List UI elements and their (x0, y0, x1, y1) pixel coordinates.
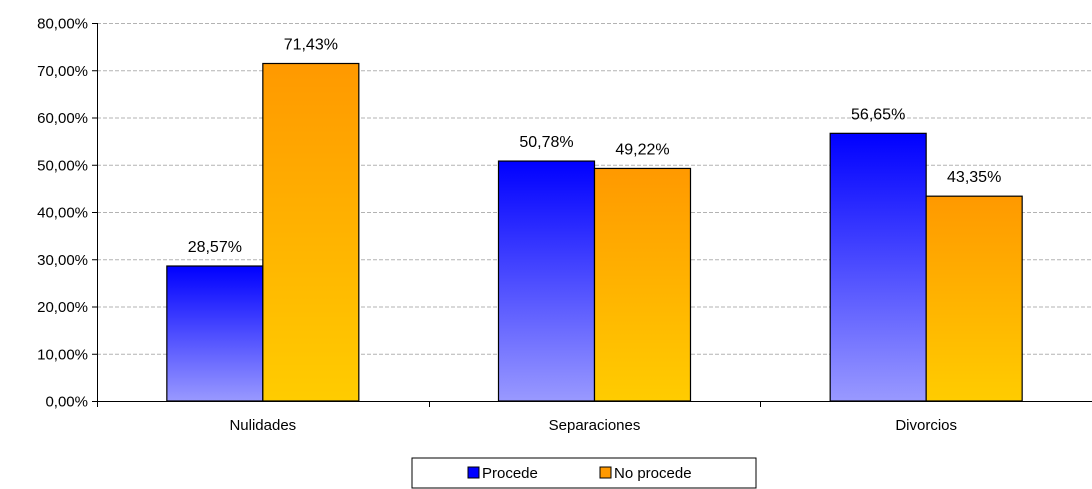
legend-swatch-no-procede (599, 466, 612, 479)
y-tick-label: 50,00% (37, 157, 88, 174)
legend-label-procede: Procede (482, 465, 538, 482)
bar (166, 265, 264, 402)
y-tick-label: 40,00% (37, 205, 88, 222)
legend: Procede No procede (411, 457, 757, 489)
bars (166, 62, 1023, 402)
bar (829, 132, 927, 402)
data-label: 56,65% (851, 106, 905, 123)
legend-box (411, 457, 757, 489)
data-label: 71,43% (284, 36, 338, 53)
x-tick-label: Divorcios (895, 417, 957, 434)
data-label: 43,35% (947, 169, 1001, 186)
y-tick-label: 20,00% (37, 299, 88, 316)
data-label: 28,57% (188, 239, 242, 256)
y-tick-label: 10,00% (37, 346, 88, 363)
y-tick-label: 60,00% (37, 110, 88, 127)
x-tick-label: Nulidades (229, 417, 296, 434)
bar (497, 160, 596, 402)
bar (593, 167, 692, 402)
data-label: 49,22% (615, 141, 669, 158)
y-tick-label: 0,00% (45, 394, 88, 411)
bar (925, 195, 1023, 402)
data-label: 50,78% (519, 134, 573, 151)
legend-swatch-procede (467, 466, 480, 479)
y-tick-label: 80,00% (37, 16, 88, 33)
data-labels: 28,57% 71,43% 50,78% 49,22% 56,65% 43,35% (188, 36, 1002, 256)
bar (262, 62, 360, 402)
legend-label-no-procede: No procede (614, 465, 692, 482)
x-tick-label: Separaciones (549, 417, 641, 434)
y-tick-label: 70,00% (37, 63, 88, 80)
y-tick-label: 30,00% (37, 252, 88, 269)
